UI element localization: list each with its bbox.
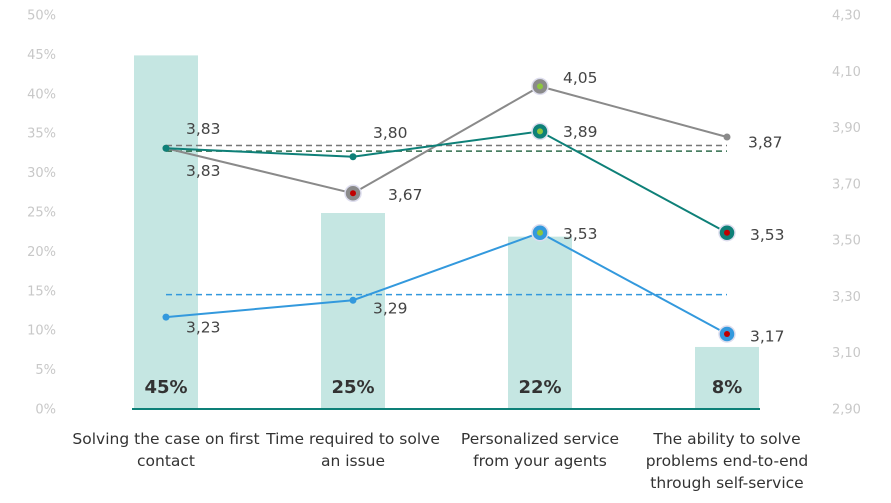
data-label: 3,89 — [563, 123, 598, 141]
bar-value-label: 45% — [144, 377, 187, 398]
marker-center — [537, 128, 543, 135]
y2-tick-label: 3,10 — [832, 346, 861, 361]
marker-center — [724, 229, 730, 236]
data-label: 3,53 — [563, 225, 598, 243]
y-tick-label: 0% — [35, 403, 56, 418]
y2-tick-label: 3,30 — [832, 290, 861, 305]
y-tick-label: 20% — [27, 245, 56, 260]
bar-value-label: 8% — [712, 377, 743, 398]
marker — [349, 296, 357, 304]
y2-tick-label: 2,90 — [832, 403, 861, 418]
bar — [321, 213, 385, 410]
x-tick-label: Personalized service from your agents — [460, 430, 620, 470]
marker — [162, 144, 170, 152]
data-label: 3,83 — [186, 162, 221, 180]
y-tick-label: 30% — [27, 166, 56, 181]
y-tick-label: 45% — [27, 48, 56, 63]
x-tick-label: Time required to solve an issue — [266, 430, 440, 470]
y2-tick-label: 3,90 — [832, 121, 861, 136]
bar-value-label: 25% — [331, 377, 374, 398]
y-tick-label: 25% — [27, 206, 56, 221]
marker-center — [537, 83, 543, 90]
y2-tick-label: 4,10 — [832, 65, 861, 80]
x-tick-label: The ability to solve problems end-to-end… — [645, 430, 809, 492]
data-label: 3,17 — [750, 328, 785, 346]
data-label: 3,67 — [388, 186, 423, 204]
marker-center — [537, 229, 543, 236]
marker — [723, 133, 731, 141]
y-tick-label: 35% — [27, 127, 56, 142]
marker — [162, 313, 170, 321]
x-tick-label: Solving the case on first contact — [72, 430, 260, 470]
marker — [349, 153, 357, 161]
line-series — [165, 85, 728, 195]
data-label: 3,53 — [750, 226, 785, 244]
y-tick-label: 10% — [27, 324, 56, 339]
data-label: 4,05 — [563, 69, 598, 87]
marker-center — [350, 190, 356, 197]
y-tick-label: 5% — [35, 363, 56, 378]
y2-tick-label: 4,30 — [832, 9, 861, 24]
data-label: 3,23 — [186, 319, 221, 337]
y-tick-label: 50% — [27, 9, 56, 24]
data-label: 3,87 — [748, 134, 783, 152]
bar-value-label: 22% — [518, 377, 561, 398]
data-label: 3,83 — [186, 120, 221, 138]
bar — [695, 346, 759, 410]
y2-tick-label: 3,70 — [832, 177, 861, 192]
data-label: 3,29 — [373, 300, 408, 318]
bar — [134, 55, 198, 411]
data-label: 3,80 — [373, 124, 408, 142]
y-tick-label: 15% — [27, 284, 56, 299]
y-tick-label: 40% — [27, 87, 56, 102]
y2-tick-label: 3,50 — [832, 234, 861, 249]
line-series — [165, 231, 728, 335]
bar — [508, 236, 572, 410]
line-series — [165, 130, 728, 234]
marker-center — [724, 331, 730, 338]
